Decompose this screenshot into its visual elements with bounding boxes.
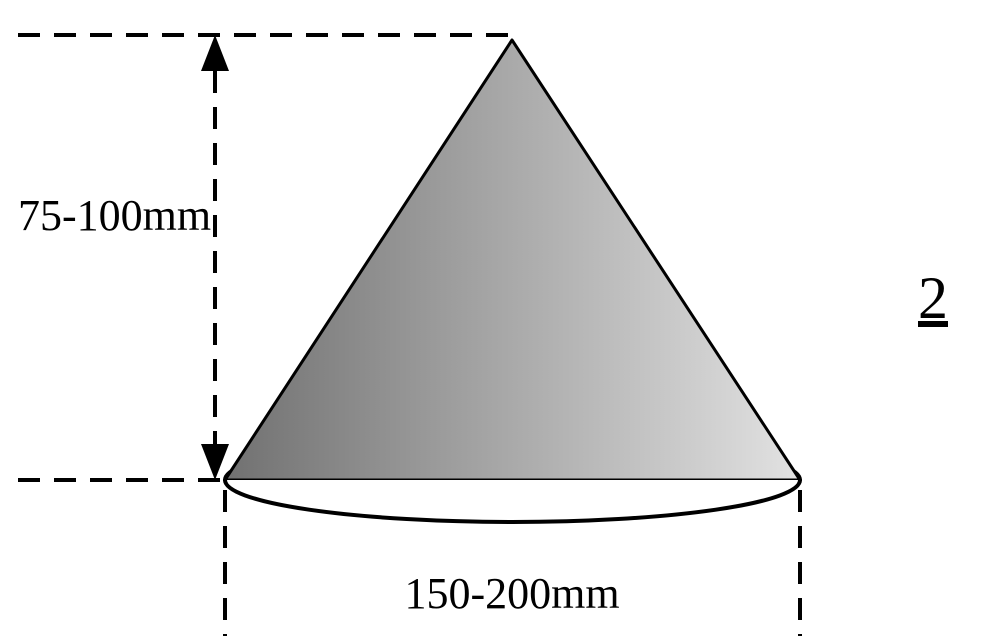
dim-height-arrow-bottom [201,444,229,480]
figure-reference-label: 2 [918,265,948,331]
cone-base-front-arc [225,480,800,522]
dim-height-label: 75-100mm [18,191,211,240]
dim-height-arrow-top [201,35,229,71]
dim-width-label: 150-200mm [404,569,619,618]
cone-lateral-face [225,40,800,480]
